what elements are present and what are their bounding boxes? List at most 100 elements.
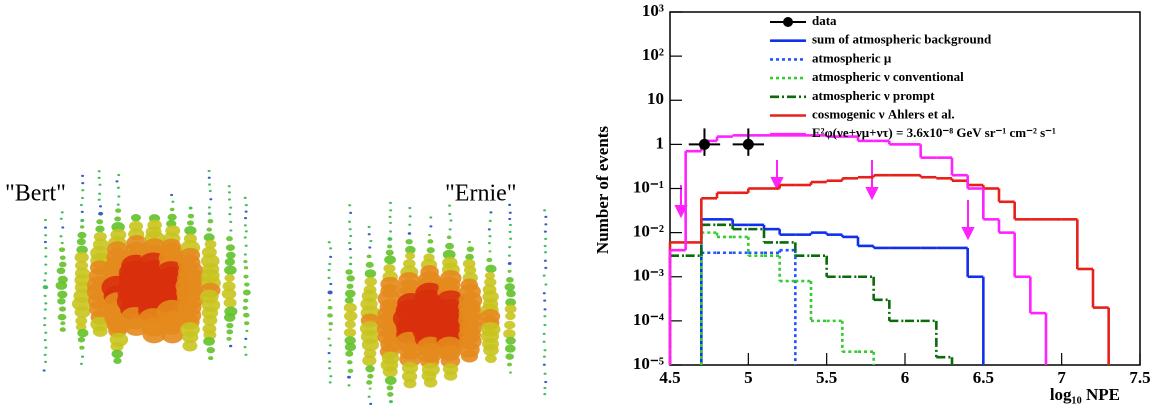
hit [243, 266, 249, 270]
hit [42, 285, 49, 290]
hit [408, 206, 412, 210]
hit [226, 329, 234, 335]
hit [488, 250, 492, 253]
hit [204, 239, 217, 249]
hit [543, 372, 547, 375]
hit [349, 256, 353, 259]
hit [345, 350, 354, 357]
hit [182, 340, 198, 352]
hit [44, 346, 48, 349]
hit [460, 349, 479, 363]
hit [368, 387, 372, 390]
hit [243, 224, 247, 227]
hit [207, 212, 212, 215]
hit [485, 354, 497, 364]
y-tick-label: 10⁻³ [633, 266, 664, 285]
hit [61, 226, 65, 229]
hit [542, 332, 546, 335]
y-tick-label: 10⁻¹ [633, 177, 664, 196]
hit [227, 191, 231, 194]
hit [44, 272, 48, 275]
hit [60, 241, 64, 245]
x-tick-label: 7 [1057, 368, 1066, 387]
arrow-head [674, 205, 688, 219]
hit [385, 249, 394, 256]
hit [367, 395, 371, 398]
hit [225, 244, 235, 251]
hit [544, 223, 548, 226]
arrow-head [770, 177, 784, 191]
hit [505, 336, 516, 345]
hit [188, 206, 193, 210]
hit [448, 212, 452, 216]
hit [208, 183, 212, 186]
hit [244, 230, 248, 233]
hit [243, 196, 247, 199]
hit [244, 210, 248, 213]
hit [327, 337, 331, 340]
hit [43, 338, 47, 342]
event-label: "Bert" [5, 181, 66, 207]
hit [245, 329, 249, 332]
hit [97, 176, 101, 180]
hit [467, 240, 472, 244]
hit [229, 220, 233, 224]
y-tick-label: 10⁻⁴ [633, 310, 664, 329]
hit [506, 362, 513, 367]
hit [43, 218, 47, 222]
hit [96, 219, 104, 225]
hit [56, 267, 66, 275]
legend-label: sum of atmospheric background [812, 32, 992, 47]
hit [43, 240, 47, 244]
hit [79, 362, 83, 366]
hit [388, 400, 393, 404]
hit [443, 370, 458, 381]
hit [55, 281, 68, 290]
hit [504, 283, 515, 291]
hit [543, 323, 547, 327]
hit [388, 221, 392, 225]
hit [387, 244, 393, 249]
hit [506, 276, 514, 283]
hit [349, 211, 353, 214]
hit [202, 314, 218, 326]
hit [74, 306, 91, 319]
hit [346, 360, 353, 365]
hit [117, 195, 121, 198]
hit [328, 360, 332, 363]
hit [92, 325, 108, 337]
hit [242, 289, 251, 296]
hit [329, 375, 333, 378]
legend-label: atmospheric ν prompt [812, 88, 935, 103]
hit [224, 265, 237, 275]
hit [328, 367, 332, 370]
hit [507, 262, 512, 265]
hit [449, 219, 453, 222]
hit [226, 322, 234, 329]
hit [44, 234, 48, 237]
hit [329, 255, 333, 259]
hit [76, 245, 88, 255]
hit [348, 248, 352, 251]
hit [505, 312, 516, 321]
hit [57, 313, 67, 321]
hit [543, 315, 547, 318]
event-displays [42, 169, 548, 405]
hit [343, 311, 358, 322]
arrow-head [865, 187, 879, 201]
y-tick-label: 10⁻² [633, 222, 664, 241]
hit [503, 329, 516, 339]
hit [543, 209, 547, 212]
hit [226, 236, 233, 242]
hit [504, 304, 517, 314]
hit [442, 249, 456, 260]
hit [369, 239, 373, 243]
hit [227, 198, 231, 201]
hit [206, 227, 212, 232]
data-point [698, 138, 710, 150]
hit [203, 233, 215, 242]
hit [223, 313, 236, 322]
hit [115, 180, 119, 183]
hit [243, 253, 247, 256]
y-tick-label: 10 [647, 89, 664, 108]
